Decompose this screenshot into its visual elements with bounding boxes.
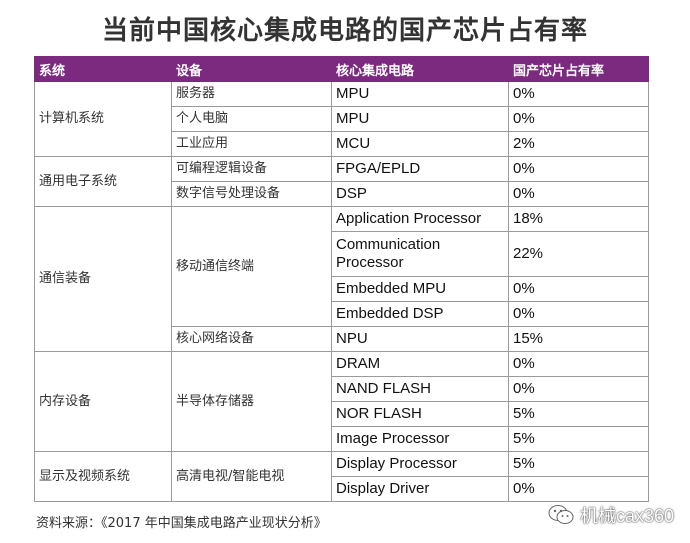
table-row: Communication Processor 22% <box>35 231 649 277</box>
device-cell: 高清电视/智能电视 <box>171 451 332 502</box>
table-row: Image Processor 5% <box>35 426 649 452</box>
chip-cell: Display Processor <box>331 451 509 477</box>
chip-cell: Embedded DSP <box>331 301 509 327</box>
source-note: 资料来源：《2017 年中国集成电路产业现状分析》 <box>36 516 327 531</box>
wechat-icon <box>548 505 574 524</box>
table-row: 通信装备 移动通信终端 Application Processor 18% <box>34 206 649 352</box>
table-row: 工业应用 MCU 2% <box>35 131 649 157</box>
table-row: 内存设备 半导体存储器 DRAM 0% <box>34 351 649 452</box>
header-device: 设备 <box>171 56 332 82</box>
device-cell: 个人电脑 <box>171 106 332 132</box>
device-cell: 半导体存储器 <box>171 351 332 452</box>
system-cell: 内存设备 <box>34 351 172 452</box>
chip-cell: NAND FLASH <box>331 376 509 402</box>
device-cell: 数字信号处理设备 <box>171 181 332 207</box>
watermark-text: 机械cax360 <box>579 506 674 526</box>
share-cell: 0% <box>508 376 649 402</box>
share-cell: 18% <box>508 206 649 232</box>
share-cell: 0% <box>508 156 649 182</box>
table-row: 个人电脑 MPU 0% <box>35 106 649 132</box>
device-cell: 核心网络设备 <box>171 326 332 352</box>
table-row: 显示及视频系统 高清电视/智能电视 Display Processor 5% <box>34 451 649 502</box>
table-row: Embedded DSP 0% <box>35 301 649 327</box>
share-cell: 0% <box>508 106 649 132</box>
page-title: 当前中国核心集成电路的国产芯片占有率 <box>101 16 588 46</box>
share-cell: 2% <box>508 131 649 157</box>
table-row: 通用电子系统 可编程逻辑设备 FPGA/EPLD 0% <box>34 156 649 207</box>
watermark: 机械cax360 <box>548 502 674 528</box>
chip-cell: DRAM <box>331 351 509 377</box>
share-cell: 0% <box>508 351 649 377</box>
share-cell: 0% <box>508 276 649 302</box>
chip-cell: Display Driver <box>331 476 509 502</box>
table-row: 数字信号处理设备 DSP 0% <box>35 181 649 207</box>
ic-share-table: 系统 设备 核心集成电路 国产芯片占有率 计算机系统 服务器 MPU 0% 个人… <box>34 56 649 502</box>
share-cell: 5% <box>508 426 649 452</box>
chip-cell: Communication Processor <box>331 231 509 277</box>
share-cell: 0% <box>508 81 649 107</box>
share-cell: 5% <box>508 401 649 427</box>
chip-cell: Image Processor <box>331 426 509 452</box>
header-core-ic: 核心集成电路 <box>331 56 509 82</box>
device-cell: 移动通信终端 <box>171 206 332 327</box>
header-domestic-share: 国产芯片占有率 <box>508 56 649 82</box>
share-cell: 0% <box>508 476 649 502</box>
share-cell: 22% <box>508 231 649 277</box>
table-row: Display Driver 0% <box>35 476 649 502</box>
chip-cell: MCU <box>331 131 509 157</box>
device-cell: 可编程逻辑设备 <box>171 156 332 182</box>
share-cell: 0% <box>508 181 649 207</box>
table-header-row: 系统 设备 核心集成电路 国产芯片占有率 <box>34 56 649 82</box>
system-cell: 计算机系统 <box>34 81 172 157</box>
share-cell: 0% <box>508 301 649 327</box>
chip-cell: Embedded MPU <box>331 276 509 302</box>
system-cell: 显示及视频系统 <box>34 451 172 502</box>
table-row: 计算机系统 服务器 MPU 0% <box>34 81 649 157</box>
chip-cell: MPU <box>331 81 509 107</box>
chip-cell: NPU <box>331 326 509 352</box>
table-row: NAND FLASH 0% <box>35 376 649 402</box>
device-cell: 工业应用 <box>171 131 332 157</box>
chip-cell: Application Processor <box>331 206 509 232</box>
header-system: 系统 <box>34 56 172 82</box>
system-cell: 通用电子系统 <box>34 156 172 207</box>
chip-cell: MPU <box>331 106 509 132</box>
device-cell: 服务器 <box>171 81 332 107</box>
chip-cell: FPGA/EPLD <box>331 156 509 182</box>
chip-cell: DSP <box>331 181 509 207</box>
system-cell: 通信装备 <box>34 206 172 352</box>
share-cell: 15% <box>508 326 649 352</box>
share-cell: 5% <box>508 451 649 477</box>
chip-cell: NOR FLASH <box>331 401 509 427</box>
